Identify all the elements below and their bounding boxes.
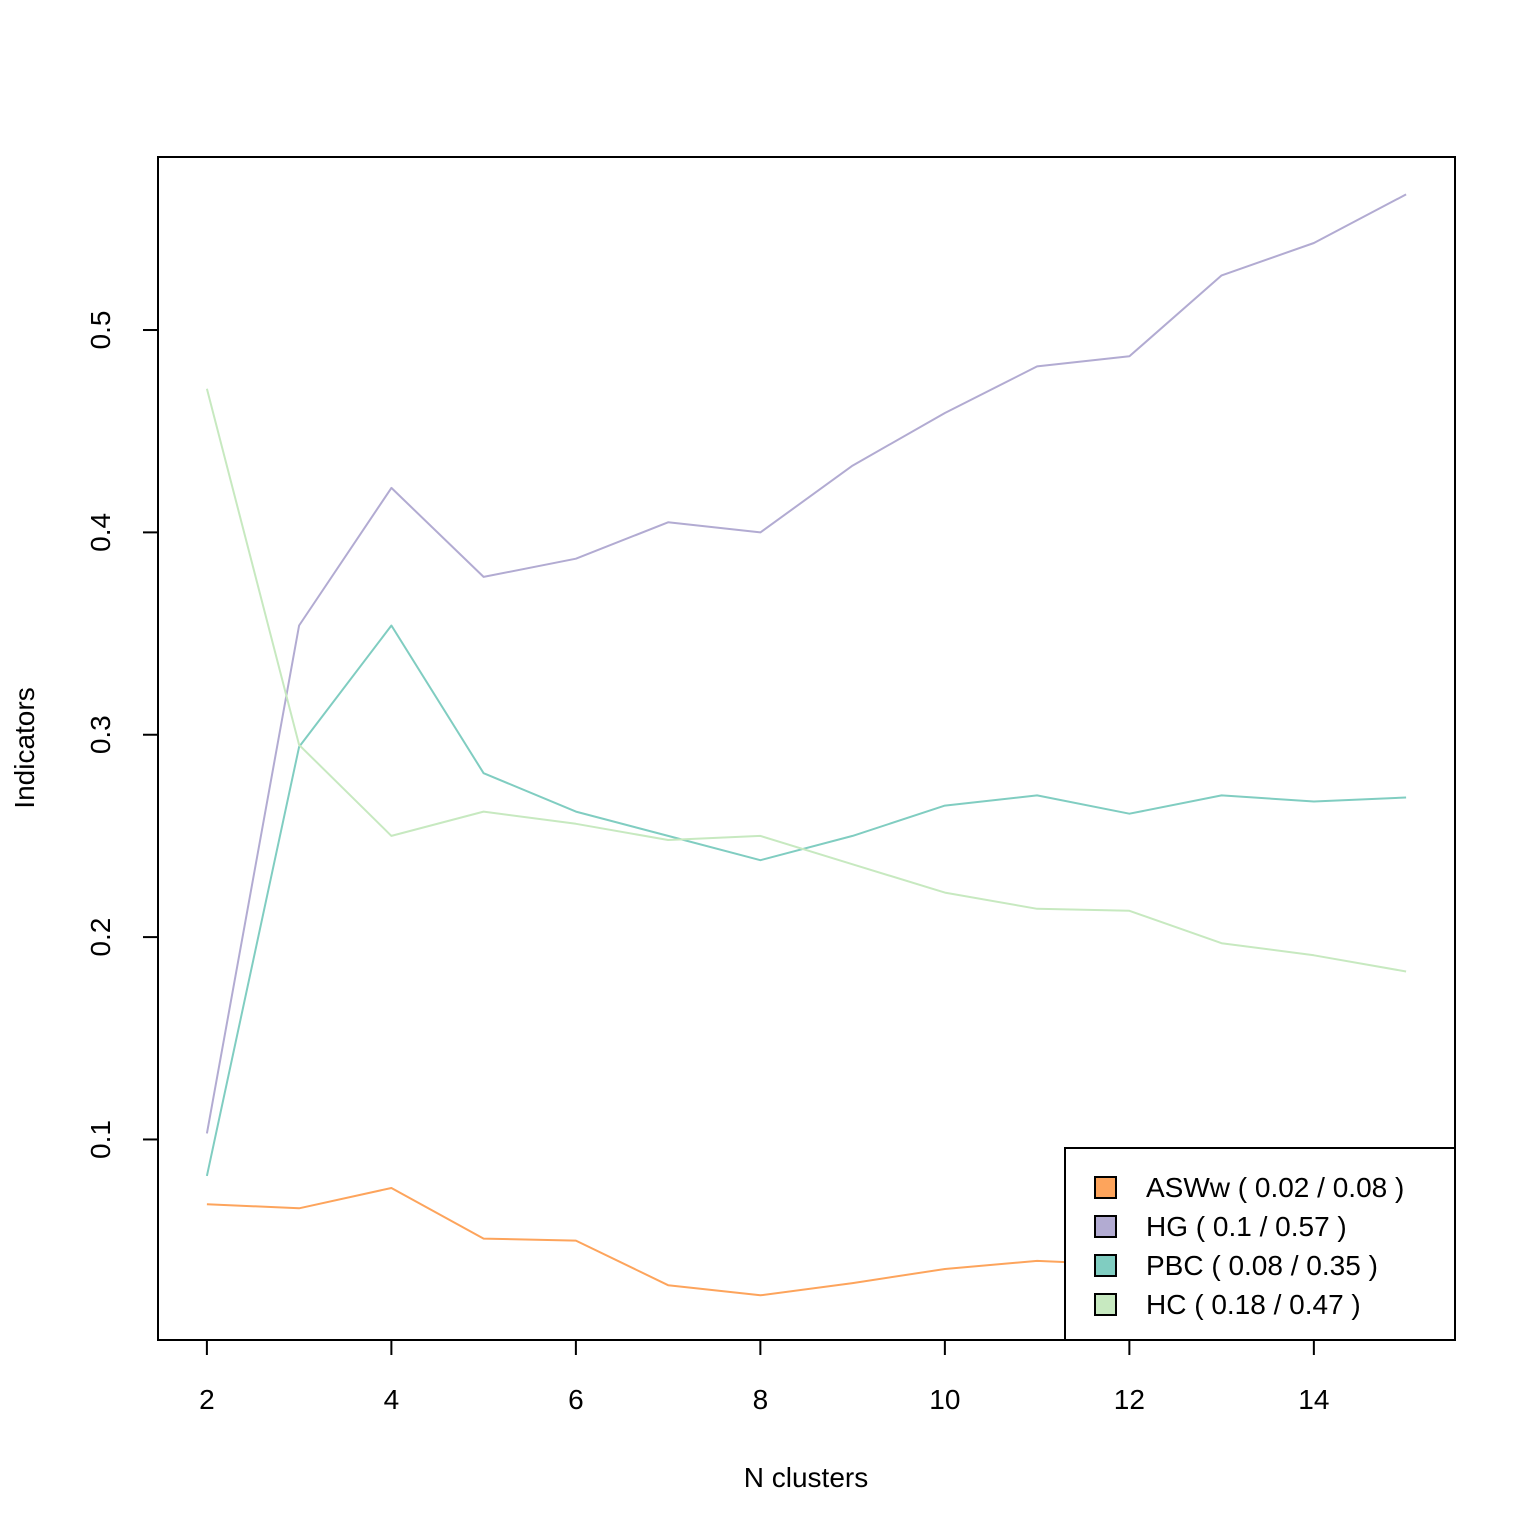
legend-box — [1064, 1147, 1456, 1341]
x-tick-label: 12 — [1114, 1384, 1145, 1415]
x-tick-label: 10 — [929, 1384, 960, 1415]
legend-swatch-asww — [1094, 1176, 1117, 1199]
y-axis: 0.1 0.2 0.3 0.4 0.5 — [85, 311, 159, 1159]
x-tick-label: 2 — [199, 1384, 215, 1415]
y-axis-title: Indicators — [9, 687, 40, 808]
series-layer — [205, 193, 1407, 1297]
legend-label-asww: ASWw ( 0.02 / 0.08 ) — [1146, 1172, 1404, 1203]
y-tick-label: 0.5 — [85, 311, 116, 350]
legend: ASWw ( 0.02 / 0.08 ) HG ( 0.1 / 0.57 ) PBC… — [1064, 1147, 1456, 1341]
y-tick-label: 0.2 — [85, 918, 116, 957]
x-tick-label: 14 — [1298, 1384, 1329, 1415]
legend-swatch-hg — [1094, 1215, 1117, 1238]
x-tick-label: 8 — [753, 1384, 769, 1415]
legend-swatch-pbc — [1094, 1254, 1117, 1277]
y-tick-label: 0.1 — [85, 1120, 116, 1159]
legend-label-hc: HC ( 0.18 / 0.47 ) — [1146, 1289, 1361, 1320]
x-tick-label: 6 — [568, 1384, 584, 1415]
x-axis-title: N clusters — [744, 1462, 868, 1493]
legend-label-pbc: PBC ( 0.08 / 0.35 ) — [1146, 1250, 1378, 1281]
series-line-hg — [205, 193, 1407, 1134]
y-tick-label: 0.4 — [85, 513, 116, 552]
y-tick-label: 0.3 — [85, 715, 116, 754]
series-line-pbc — [205, 624, 1407, 1177]
legend-label-hg: HG ( 0.1 / 0.57 ) — [1146, 1211, 1347, 1242]
x-tick-label: 4 — [384, 1384, 400, 1415]
series-line-hc — [205, 388, 1407, 973]
x-axis: 2 4 6 8 10 12 14 — [199, 1339, 1329, 1415]
legend-swatch-hc — [1094, 1293, 1117, 1316]
